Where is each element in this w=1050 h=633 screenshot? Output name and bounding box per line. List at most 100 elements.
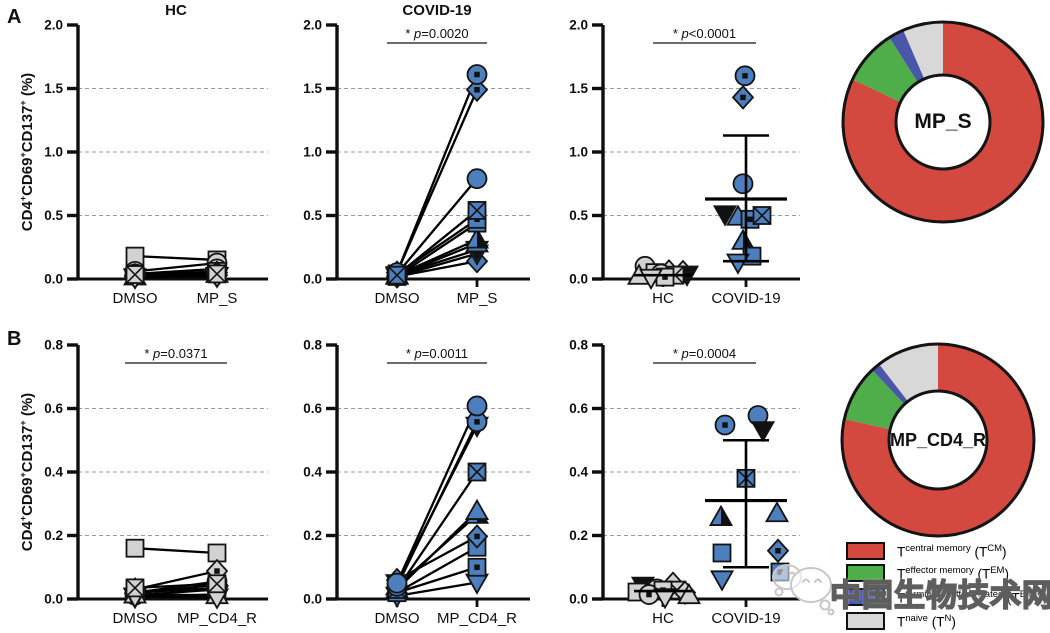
y-tick-label: 0.6 [303,401,322,416]
y-tick-label: 0.2 [44,528,63,543]
marker-inner-dot [775,547,781,554]
x-category-label: COVID-19 [711,610,780,627]
legend-label-naive: Tnaive (TN) [897,612,956,630]
marker-triangle-up-half [708,504,734,526]
x-category-label: HC [652,610,674,627]
y-tick-label: 0.8 [569,338,588,353]
legend-swatch-effector-memory [846,564,885,582]
y-tick-label: 0.6 [44,401,63,416]
pair-connector-line [134,272,218,276]
marker-square-x [207,264,227,284]
y-tick-label: 0.5 [569,208,588,223]
marker-shape [207,264,227,283]
donut-label-mp-s: MP_S [914,110,972,133]
scatter-plot-2: 0.0 0.5 1.0 1.5 2.0 HC COVID-19 * p<0.0001 [569,18,800,307]
y-tick-label: 0.4 [44,465,63,480]
pair-connector-line [134,261,218,273]
y-tick-label: 0.2 [569,528,588,543]
marker-diamond-dot [731,85,755,110]
marker-shape [752,206,772,225]
donut-chart-MP_CD4_R [840,342,1036,538]
marker-triangle-up-half [730,228,756,250]
pair-connector-line [134,254,218,262]
p-value-label: * p=0.0020 [405,26,468,41]
marker-square [125,538,145,558]
y-tick-label: 0.4 [303,465,322,480]
marker-shape [466,395,488,417]
marker-circle [466,395,488,417]
legend-row-central-memory: Tcentral memory (TCM) [846,542,1007,560]
p-value-label: * p<0.0001 [673,26,736,41]
pair-connector-line [396,222,478,278]
marker-shape [467,201,487,220]
pair-connector-line [134,582,218,590]
marker-shape [732,173,754,195]
y-tick-label: 2.0 [44,18,63,33]
marker-shape [764,500,790,523]
panel-b-label: B [7,328,22,350]
y-tick-label: 0.0 [44,272,63,287]
pair-connector-line [396,535,478,581]
marker-inner-dot [646,591,652,598]
y-tick-label: 0.2 [303,528,322,543]
marker-inner-dot [474,533,480,540]
scatter-plot-4: 0.0 0.2 0.4 0.6 0.8 DMSO MP_CD4_R * p=0.0011 [303,338,530,627]
x-category-label: DMSO [375,610,420,627]
p-value-label: * p=0.0371 [144,346,207,361]
marker-square-x [387,265,407,285]
marker-inner-dot [777,569,783,575]
pair-connector-line [134,267,218,276]
marker-square-x [207,574,227,594]
x-category-label: MP_S [457,290,498,307]
y-tick-label: 1.5 [569,81,588,96]
pair-connector-line [395,421,479,587]
marker-inner-dot [722,422,728,428]
marker-square-x [125,265,145,284]
donut-inner-circle [887,389,989,491]
y-tick-label: 0.4 [569,465,588,480]
x-category-label: MP_S [197,290,238,307]
scatter-plot-5: 0.0 0.2 0.4 0.6 0.8 HC COVID-19 * p=0.0004 [569,338,800,627]
pair-connector-line [396,238,478,277]
scatter-plot-3: 0.0 0.2 0.4 0.6 0.8 DMSO MP_CD4_R * p=0.0371 [44,338,268,627]
donut-outer-circle [840,342,1036,538]
pair-connector-line [395,405,479,584]
marker-circle [386,572,408,594]
legend-swatch-naive [846,612,885,630]
marker-inner-dot [740,94,746,101]
marker-shape [386,572,408,594]
marker-inner-dot [742,73,748,79]
y-tick-label: 0.0 [303,272,322,287]
y-tick-label: 0.0 [569,592,588,607]
pair-connector-line [396,510,478,591]
y-tick-label: 0.5 [44,208,63,223]
marker-shape [676,582,702,605]
marker-diamond-dot [766,538,790,564]
marker-triangle-up-half [464,227,490,249]
marker-inner-dot [474,419,480,425]
pair-connector-line [134,583,218,595]
y-tick-label: 0.5 [303,208,322,223]
y-tick-label: 0.0 [569,272,588,287]
marker-shape [750,421,776,443]
marker-square-x [467,201,487,220]
marker-diamond-dot [465,524,489,549]
pair-connector-line [396,260,478,278]
legend-row-effector-memory: Teffector memory (TEM) [846,564,1009,582]
marker-shape [125,265,145,284]
marker-circle-dot [734,65,756,87]
marker-triangle-down-filled [750,421,776,443]
marker-triangle-up [464,498,490,520]
y-tick-label: 1.0 [569,145,588,160]
marker-triangle-down [725,253,751,275]
y-tick-label: 1.0 [303,145,322,160]
marker-triangle-up [676,582,702,605]
legend-swatch-central-memory [846,542,885,560]
marker-shape [725,253,751,275]
y-tick-label: 0.0 [44,592,63,607]
pair-connector-line [396,252,478,278]
marker-circle [466,168,488,190]
marker-inner-dot [474,564,480,570]
